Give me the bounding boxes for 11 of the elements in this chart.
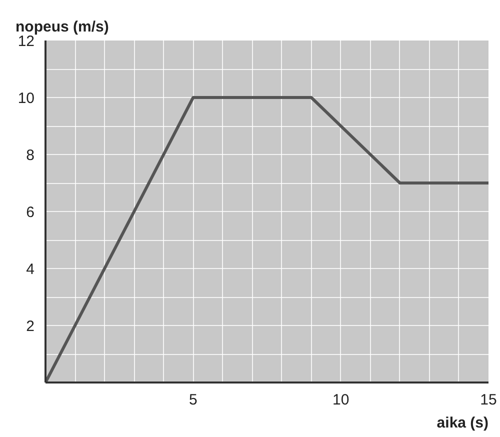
y-tick-label: 12 xyxy=(18,33,35,50)
x-tick-label: 5 xyxy=(188,392,198,408)
y-tick-label: 8 xyxy=(26,147,34,164)
y-tick-label: 2 xyxy=(26,318,34,335)
x-axis-title: aika (s) xyxy=(436,414,489,432)
x-tick-label: 15 xyxy=(480,392,497,408)
y-tick-label: 4 xyxy=(26,261,34,278)
y-tick-label: 10 xyxy=(18,90,35,107)
y-axis-title: nopeus (m/s) xyxy=(16,18,109,36)
y-tick-label: 6 xyxy=(26,204,34,221)
x-tick-label: 10 xyxy=(332,392,350,408)
